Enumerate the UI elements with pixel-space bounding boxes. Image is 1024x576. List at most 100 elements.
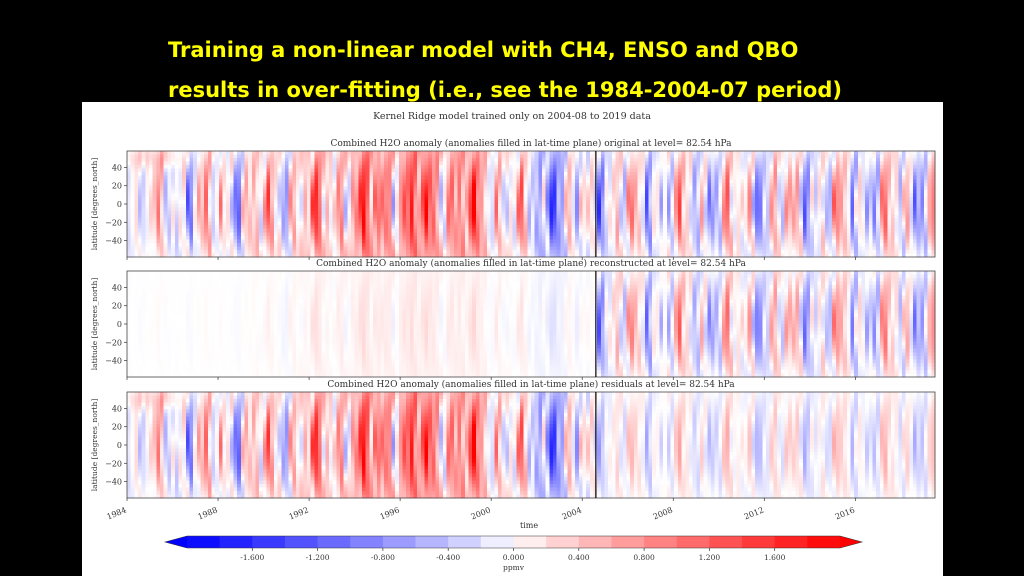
heatmap-cell	[196, 161, 202, 166]
heatmap-cell	[347, 221, 352, 226]
heatmap-cell	[141, 246, 146, 251]
heatmap-cell	[306, 211, 312, 216]
heatmap-cell	[497, 179, 503, 184]
heatmap-cell	[626, 175, 631, 180]
heatmap-cell	[564, 182, 569, 187]
heatmap-cell	[681, 235, 686, 240]
heatmap-cell	[483, 218, 488, 223]
heatmap-cell	[281, 168, 286, 173]
heatmap-cell	[442, 239, 448, 244]
heatmap-cell	[138, 196, 143, 202]
heatmap-cell	[692, 161, 697, 166]
heatmap-cell	[391, 200, 396, 205]
heatmap-cell	[314, 218, 319, 223]
heatmap-cell	[160, 228, 165, 233]
heatmap-cell	[273, 214, 279, 219]
heatmap-cell	[641, 179, 646, 184]
heatmap-cell	[218, 175, 224, 180]
heatmap-cell	[615, 186, 620, 191]
heatmap-cell	[395, 172, 400, 177]
heatmap-cell	[391, 161, 396, 166]
heatmap-cell	[398, 239, 404, 244]
heatmap-cell	[696, 253, 701, 258]
heatmap-cell	[486, 228, 492, 233]
heatmap-cell	[622, 196, 628, 202]
heatmap-cell	[626, 246, 631, 251]
heatmap-cell	[376, 189, 382, 194]
heatmap-cell	[167, 200, 172, 205]
heatmap-cell	[685, 214, 690, 219]
heatmap-cell	[615, 211, 620, 216]
heatmap-cell	[347, 246, 352, 251]
heatmap-cell	[549, 211, 554, 216]
heatmap-cell	[329, 214, 334, 219]
heatmap-cell	[688, 214, 694, 219]
heatmap-cell	[193, 246, 198, 251]
heatmap-cell	[630, 168, 635, 173]
heatmap-cell	[468, 228, 473, 233]
heatmap-cell	[406, 161, 411, 166]
heatmap-cell	[508, 218, 514, 223]
heatmap-cell	[251, 193, 257, 198]
heatmap-cell	[171, 196, 176, 202]
heatmap-cell	[490, 151, 495, 156]
heatmap-cell	[402, 225, 407, 230]
heatmap-cell	[218, 242, 224, 247]
heatmap-cell	[523, 158, 528, 163]
heatmap-cell	[189, 186, 194, 191]
heatmap-cell	[288, 186, 293, 191]
heatmap-cell	[431, 207, 437, 212]
heatmap-cell	[134, 228, 139, 233]
heatmap-cell	[729, 242, 734, 247]
heatmap-cell	[475, 189, 481, 194]
heatmap-cell	[207, 182, 213, 187]
heatmap-cell	[409, 172, 415, 177]
heatmap-cell	[138, 249, 143, 255]
heatmap-cell	[659, 218, 664, 223]
heatmap-cell	[564, 151, 569, 156]
heatmap-cell	[556, 175, 561, 180]
heatmap-cell	[553, 165, 558, 170]
heatmap-cell	[171, 186, 176, 191]
heatmap-cell	[127, 161, 132, 166]
heatmap-cell	[215, 172, 220, 177]
heatmap-cell	[152, 232, 157, 237]
heatmap-cell	[303, 235, 308, 240]
heatmap-cell	[185, 189, 191, 194]
heatmap-cell	[710, 218, 716, 223]
heatmap-cell	[575, 168, 580, 173]
heatmap-cell	[259, 158, 264, 163]
heatmap-cell	[457, 179, 462, 184]
heatmap-cell	[516, 228, 521, 233]
heatmap-cell	[692, 218, 697, 223]
heatmap-cell	[259, 189, 264, 194]
heatmap-cell	[277, 179, 282, 184]
heatmap-cell	[233, 249, 238, 255]
heatmap-cell	[207, 242, 213, 247]
heatmap-cell	[505, 249, 510, 255]
heatmap-cell	[571, 204, 576, 209]
heatmap-cell	[516, 253, 521, 258]
heatmap-cell	[707, 158, 712, 163]
heatmap-cell	[295, 182, 301, 187]
heatmap-cell	[406, 196, 411, 202]
heatmap-cell	[677, 165, 683, 170]
heatmap-cell	[127, 154, 132, 159]
heatmap-cell	[281, 189, 286, 194]
heatmap-cell	[707, 151, 712, 156]
heatmap-cell	[259, 207, 264, 212]
heatmap-cell	[395, 218, 400, 223]
heatmap-cell	[567, 249, 572, 255]
heatmap-cell	[564, 207, 569, 212]
heatmap-cell	[630, 253, 635, 258]
heatmap-cell	[336, 239, 341, 244]
heatmap-cell	[270, 165, 275, 170]
heatmap-cell	[182, 189, 187, 194]
heatmap-cell	[362, 200, 367, 205]
heatmap-cell	[630, 221, 635, 226]
heatmap-cell	[189, 218, 194, 223]
heatmap-cell	[362, 232, 367, 237]
heatmap-cell	[251, 246, 257, 251]
heatmap-cell	[626, 161, 631, 166]
heatmap-cell	[303, 218, 308, 223]
